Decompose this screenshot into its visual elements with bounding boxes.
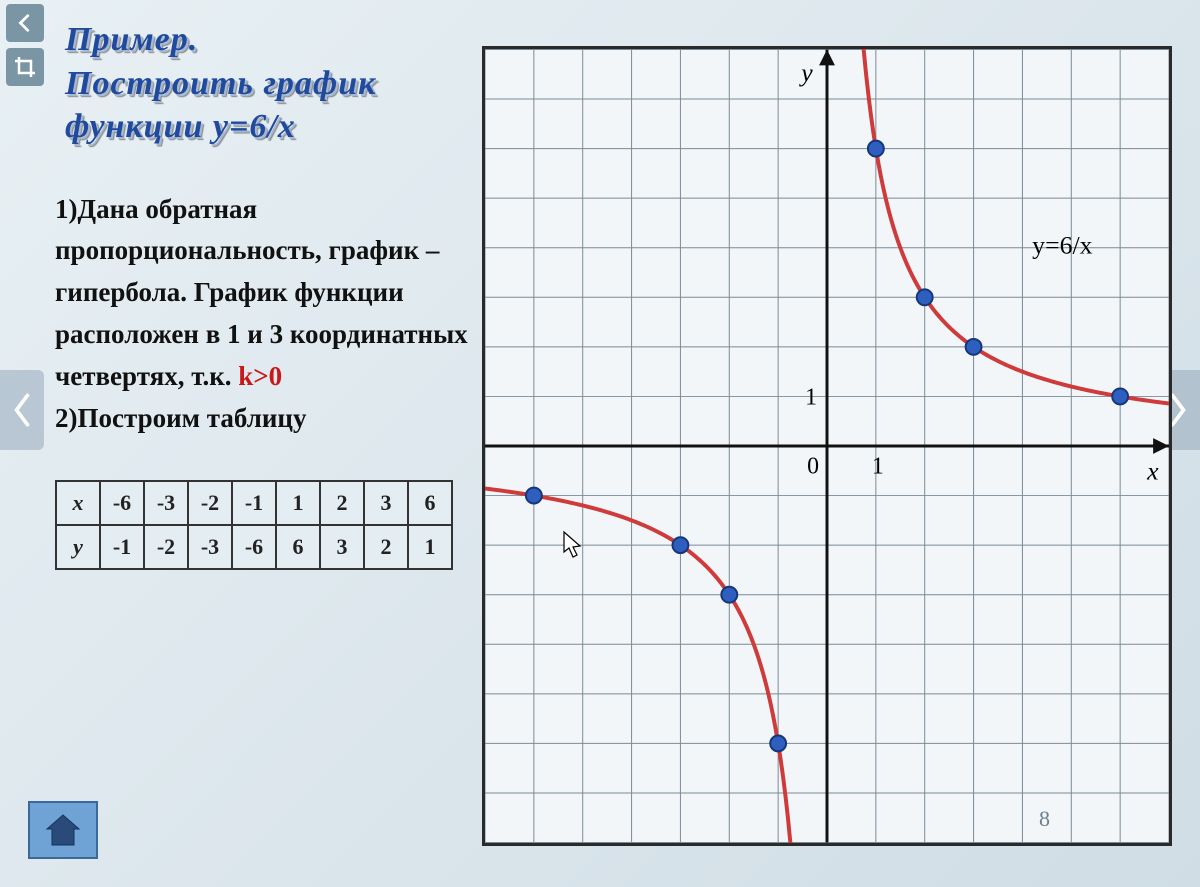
hyperbola-chart: y x 0 1 1 y=6/x (485, 49, 1169, 843)
table-cell: -2 (144, 525, 188, 569)
svg-text:1: 1 (805, 384, 817, 410)
table-cell: -3 (144, 481, 188, 525)
item2-prefix: 2) (55, 403, 78, 433)
xy-table: x -6-3-2-11236 y -1-2-3-66321 (55, 480, 453, 570)
table-cell: 1 (276, 481, 320, 525)
crop-button[interactable] (6, 48, 44, 86)
svg-text:y: y (798, 58, 813, 87)
table-cell: -3 (188, 525, 232, 569)
home-icon (43, 812, 83, 848)
k-condition: k>0 (238, 361, 282, 391)
slide-page: Пример. Построить график функции y=6/x 1… (0, 0, 1200, 887)
table-cell: 2 (364, 525, 408, 569)
svg-text:1: 1 (872, 454, 884, 480)
table-cell: 6 (408, 481, 452, 525)
chart: y x 0 1 1 y=6/x (482, 46, 1172, 846)
table-cell: 3 (320, 525, 364, 569)
svg-text:y=6/x: y=6/x (1032, 231, 1092, 260)
svg-text:0: 0 (807, 454, 819, 480)
table-cell: -1 (100, 525, 144, 569)
crop-icon (13, 55, 37, 79)
body-text: 1)Дана обратная пропорциональность, граф… (55, 189, 475, 440)
table-row-y: y -1-2-3-66321 (56, 525, 452, 569)
table-header-x: x (56, 481, 100, 525)
svg-text:x: x (1146, 457, 1159, 486)
table-cell: -1 (232, 481, 276, 525)
table-cell: -6 (232, 525, 276, 569)
table-cell: -2 (188, 481, 232, 525)
table-cell: 1 (408, 525, 452, 569)
chevron-left-icon (14, 12, 36, 34)
table-cell: -6 (100, 481, 144, 525)
item1-prefix: 1) (55, 194, 78, 224)
prev-slide-button[interactable] (0, 370, 44, 450)
page-number: 8 (1039, 806, 1050, 832)
table-cell: 3 (364, 481, 408, 525)
table-cell: 6 (276, 525, 320, 569)
table-cell: 2 (320, 481, 364, 525)
chevron-left-icon (11, 390, 33, 430)
table-header-y: y (56, 525, 100, 569)
item2-text: Построим таблицу (78, 403, 307, 433)
back-button[interactable] (6, 4, 44, 42)
home-button[interactable] (28, 801, 98, 859)
table-row-x: x -6-3-2-11236 (56, 481, 452, 525)
